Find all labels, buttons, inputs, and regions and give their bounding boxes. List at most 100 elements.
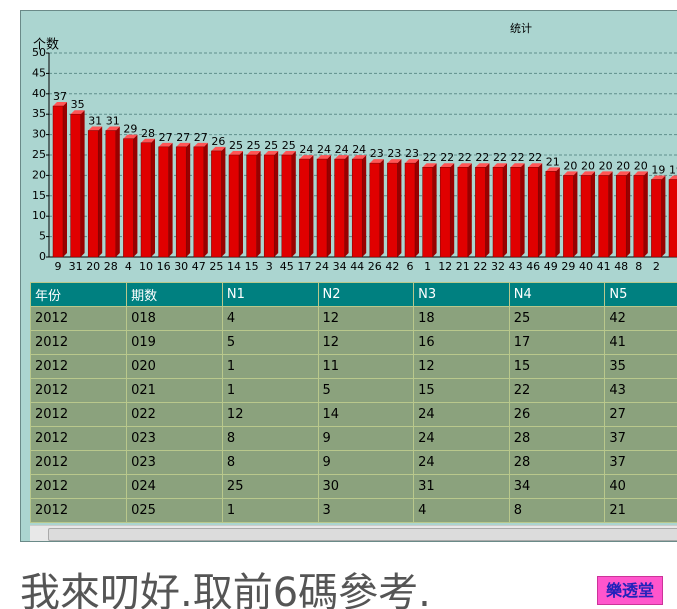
bar xyxy=(158,142,173,258)
column-header: N1 xyxy=(221,282,319,307)
bar-top xyxy=(334,155,349,160)
bar-side xyxy=(555,167,560,257)
bar-front xyxy=(580,175,592,258)
value-label: 28 xyxy=(141,127,155,140)
table-cell: 5 xyxy=(317,378,415,403)
table-cell: 14 xyxy=(317,402,415,427)
bar-side xyxy=(415,159,419,257)
y-tick-label: 20 xyxy=(32,168,46,181)
table-cell: 4 xyxy=(221,306,319,331)
value-label: 27 xyxy=(194,131,208,144)
x-tick-label: 22 xyxy=(473,260,487,273)
bar-side xyxy=(168,142,173,257)
badge[interactable]: 樂透堂 xyxy=(597,576,663,605)
bar-top xyxy=(510,163,525,168)
x-tick-label: 43 xyxy=(509,260,523,273)
table-cell: 1 xyxy=(221,498,319,523)
table-row: 2012 020 1 11 12 15 35 xyxy=(29,354,677,379)
bar xyxy=(70,110,85,258)
table-row: 2012 024 25 30 31 34 40 xyxy=(29,474,677,499)
bar-side xyxy=(432,163,437,257)
x-tick-label: 6 xyxy=(407,260,414,273)
bar-front xyxy=(87,130,99,258)
bar xyxy=(263,151,279,258)
bar-front xyxy=(668,179,677,258)
table-cell: 8 xyxy=(221,450,319,475)
table-cell: 15 xyxy=(508,354,606,379)
bar-top xyxy=(70,110,85,115)
value-label: 23 xyxy=(370,147,384,160)
bar-side xyxy=(115,126,120,258)
bar-side xyxy=(626,171,631,257)
table-row: 2012 023 8 9 24 28 37 xyxy=(29,426,677,451)
table-cell: 9 xyxy=(317,426,415,451)
bar-top xyxy=(352,155,367,160)
table-cell: 16 xyxy=(413,330,510,355)
bar-top xyxy=(528,163,543,168)
table-cell: 12 xyxy=(413,354,510,379)
bar-side xyxy=(239,151,243,257)
panel: 统计 个数 0 5 10 15 20 25 30 35 40 45 50 9 37 31 35 20 31 28 3… xyxy=(20,10,677,542)
bar xyxy=(492,163,507,258)
table-cell: 31 xyxy=(413,474,510,499)
bar-top xyxy=(281,151,296,155)
x-tick-label: 15 xyxy=(245,260,259,273)
table-cell: 15 xyxy=(413,378,510,403)
scroll-thumb[interactable] xyxy=(48,528,677,541)
bar xyxy=(404,159,419,258)
value-label: 19 xyxy=(651,163,665,176)
x-tick-label: 10 xyxy=(139,260,153,273)
bar-side xyxy=(503,163,507,257)
bar-front xyxy=(316,158,328,258)
y-tick-label: 0 xyxy=(39,250,46,263)
bar-front xyxy=(105,130,117,258)
table-row: 2012 025 1 3 4 8 21 xyxy=(29,498,677,523)
bar-top xyxy=(457,163,472,168)
table-cell: 2012 xyxy=(29,498,128,523)
value-label: 24 xyxy=(299,143,313,156)
bar-front xyxy=(633,175,645,258)
table-cell: 24 xyxy=(413,402,510,427)
bar-side xyxy=(362,155,367,257)
scrollbar[interactable] xyxy=(30,525,677,541)
value-label: 25 xyxy=(247,139,261,152)
bar-front xyxy=(439,166,451,258)
bar-side xyxy=(327,155,331,257)
table-cell: 2012 xyxy=(29,354,128,379)
x-tick-label: 2 xyxy=(653,260,660,273)
value-label: 19 xyxy=(669,163,677,176)
bar-top xyxy=(545,167,560,172)
bar-top xyxy=(141,138,155,143)
table-row: 2012 019 5 12 16 17 41 xyxy=(29,330,677,355)
table-cell: 25 xyxy=(221,474,319,499)
bar xyxy=(615,171,631,258)
table-cell: 42 xyxy=(604,306,677,331)
bar-front xyxy=(598,175,609,258)
column-header: N2 xyxy=(317,282,415,307)
bar-top xyxy=(633,171,648,176)
table-cell: 2012 xyxy=(29,402,128,427)
bar-front xyxy=(615,175,627,258)
bar-top xyxy=(299,155,314,160)
table-cell: 12 xyxy=(317,306,415,331)
bar-top xyxy=(581,171,595,176)
value-label: 20 xyxy=(599,159,613,172)
table-cell: 28 xyxy=(508,426,606,451)
x-tick-label: 44 xyxy=(350,260,364,273)
table-row: 2012 023 8 9 24 28 37 xyxy=(29,450,677,475)
bar xyxy=(387,159,402,258)
bar-side xyxy=(256,151,261,257)
chart: 统计 个数 0510152025303540455093731352031283… xyxy=(32,22,677,273)
bar-front xyxy=(52,105,64,258)
bar xyxy=(668,175,677,258)
value-label: 26 xyxy=(211,135,225,148)
bar xyxy=(457,163,472,258)
bar-front xyxy=(334,158,345,258)
bar xyxy=(580,171,595,258)
value-label: 20 xyxy=(581,159,595,172)
bar xyxy=(510,163,525,258)
bar xyxy=(316,155,331,258)
x-tick-label: 24 xyxy=(315,260,329,273)
bar-side xyxy=(379,159,384,257)
table-cell: 21 xyxy=(604,498,677,523)
